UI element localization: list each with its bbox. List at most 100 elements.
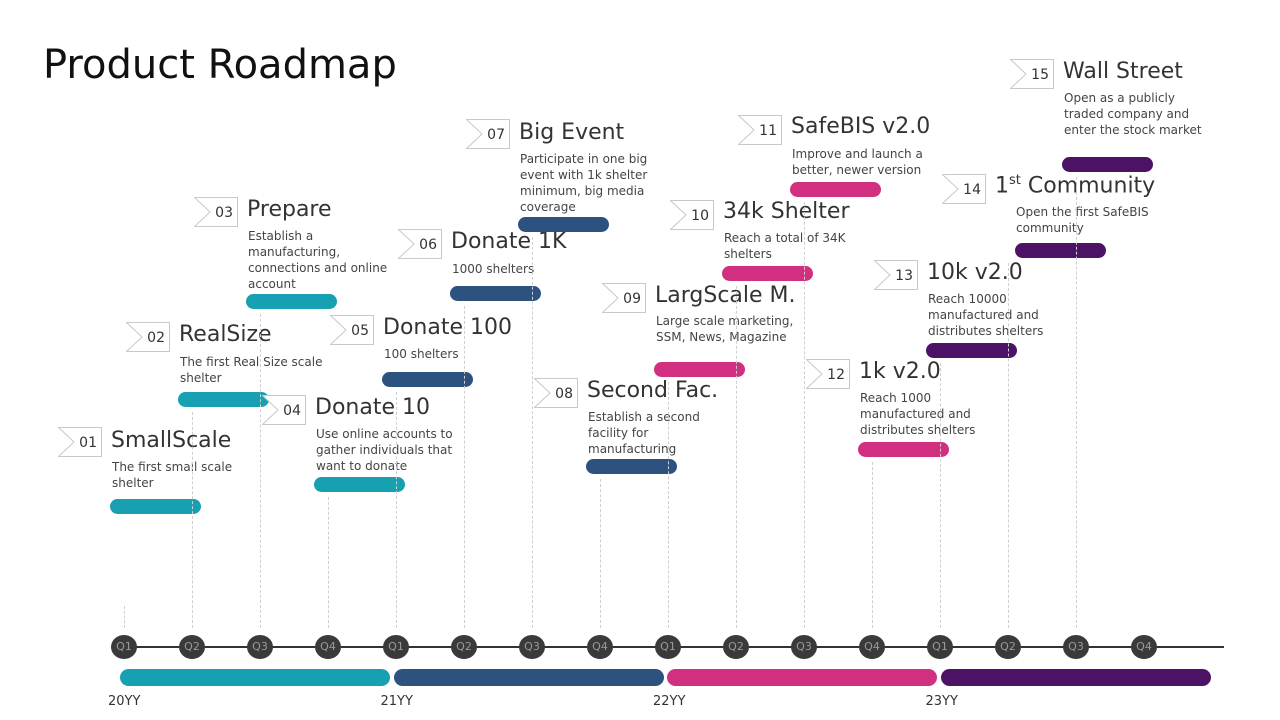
connector-line (124, 606, 125, 628)
milestone-description: Open the first SafeBIS community (1016, 205, 1149, 235)
milestone-number: 08 (555, 386, 573, 402)
milestone-number: 09 (623, 291, 641, 307)
milestone-number: 06 (419, 237, 437, 253)
milestone-flag-icon: 02 (126, 322, 170, 352)
connector-line (1076, 177, 1077, 628)
milestone-description: The first small scale shelter (112, 460, 233, 490)
milestone-flag-icon: 01 (58, 427, 102, 457)
milestone-bar (790, 182, 881, 197)
quarter-marker: Q2 (451, 635, 477, 659)
milestone-title: Second Fac. (587, 378, 719, 403)
milestone-description: The first Real Size scale shelter (180, 355, 323, 385)
quarter-marker: Q1 (655, 635, 681, 659)
quarter-marker: Q3 (1063, 635, 1089, 659)
milestone-title: Big Event (519, 120, 625, 145)
milestone-number: 03 (215, 205, 233, 221)
milestone-description: Establish a second facility for manufact… (588, 410, 700, 456)
milestone-title: 1st Community (995, 173, 1155, 198)
milestone-flag-icon: 13 (874, 260, 918, 290)
milestone-title: Donate 1K (451, 229, 567, 254)
milestone-title: SafeBIS v2.0 (791, 114, 931, 139)
milestone-title: RealSize (179, 322, 272, 347)
quarter-marker: Q4 (859, 635, 885, 659)
milestone-flag-icon: 08 (534, 378, 578, 408)
quarter-marker: Q3 (791, 635, 817, 659)
milestone-number: 15 (1031, 67, 1049, 83)
title-rest: Community (1020, 173, 1156, 199)
quarter-marker: Q4 (1131, 635, 1157, 659)
milestone-flag-icon: 05 (330, 315, 374, 345)
milestone-title: LargScale M. (655, 283, 796, 308)
milestone-bar (926, 343, 1017, 358)
year-label: 21YY (380, 694, 413, 709)
milestone-title: Wall Street (1063, 59, 1183, 84)
connector-line (396, 392, 397, 628)
milestone-title: 34k Shelter (723, 199, 850, 224)
milestone-bar (246, 294, 337, 309)
milestone-flag-icon: 04 (262, 395, 306, 425)
milestone-bar (722, 266, 813, 281)
milestone-bar (110, 499, 201, 514)
milestone-description: Establish a manufacturing, connections a… (248, 229, 388, 291)
milestone-flag-icon: 12 (806, 359, 850, 389)
milestone-title: Prepare (247, 197, 332, 222)
quarter-marker: Q3 (519, 635, 545, 659)
milestone-bar (518, 217, 609, 232)
quarter-marker: Q2 (179, 635, 205, 659)
milestone-flag-icon: 09 (602, 283, 646, 313)
milestone-title: 1k v2.0 (859, 359, 941, 384)
milestone-bar (178, 392, 269, 407)
milestone-bar (586, 459, 677, 474)
quarter-marker: Q1 (383, 635, 409, 659)
year-label: 22YY (653, 694, 686, 709)
quarter-marker: Q1 (111, 635, 137, 659)
milestone-number: 01 (79, 435, 97, 451)
milestone-flag-icon: 11 (738, 115, 782, 145)
milestone-description: Large scale marketing, SSM, News, Magazi… (656, 314, 794, 344)
connector-line (1008, 263, 1009, 628)
title-superscript: st (1009, 173, 1021, 188)
quarter-marker: Q4 (587, 635, 613, 659)
year-bar (120, 669, 390, 686)
milestone-description: Reach 1000 manufactured and distributes … (860, 391, 976, 437)
milestone-description: Use online accounts to gather individual… (316, 427, 453, 473)
connector-line (600, 479, 601, 628)
connector-line (464, 306, 465, 628)
milestone-description: Improve and launch a better, newer versi… (792, 147, 923, 177)
milestone-title: Donate 10 (315, 395, 430, 420)
milestone-flag-icon: 15 (1010, 59, 1054, 89)
milestone-number: 02 (147, 330, 165, 346)
milestone-bar (858, 442, 949, 457)
milestone-title: 10k v2.0 (927, 260, 1023, 285)
connector-line (328, 497, 329, 628)
year-bar (393, 669, 664, 686)
milestone-title: SmallScale (111, 428, 232, 453)
milestone-number: 14 (963, 182, 981, 198)
connector-line (532, 237, 533, 628)
milestone-flag-icon: 14 (942, 174, 986, 204)
milestone-flag-icon: 10 (670, 200, 714, 230)
milestone-description: Reach 10000 manufactured and distributes… (928, 292, 1044, 338)
quarter-marker: Q4 (315, 635, 341, 659)
year-bar (940, 669, 1211, 686)
year-label: 20YY (108, 694, 141, 709)
milestone-flag-icon: 06 (398, 229, 442, 259)
connector-line (668, 382, 669, 628)
page-title: Product Roadmap (43, 42, 397, 88)
milestone-number: 11 (759, 123, 777, 139)
connector-line (872, 462, 873, 628)
milestone-number: 13 (895, 268, 913, 284)
milestone-bar (314, 477, 405, 492)
milestone-number: 10 (691, 208, 709, 224)
connector-line (940, 363, 941, 628)
quarter-marker: Q2 (723, 635, 749, 659)
milestone-description: Open as a publicly traded company and en… (1064, 91, 1202, 137)
milestone-number: 07 (487, 127, 505, 143)
milestone-title: Donate 100 (383, 315, 512, 340)
milestone-flag-icon: 03 (194, 197, 238, 227)
title-base: 1 (995, 173, 1009, 199)
connector-line (260, 314, 261, 628)
milestone-description: Participate in one big event with 1k she… (520, 152, 648, 214)
quarter-marker: Q1 (927, 635, 953, 659)
milestone-bar (450, 286, 541, 301)
